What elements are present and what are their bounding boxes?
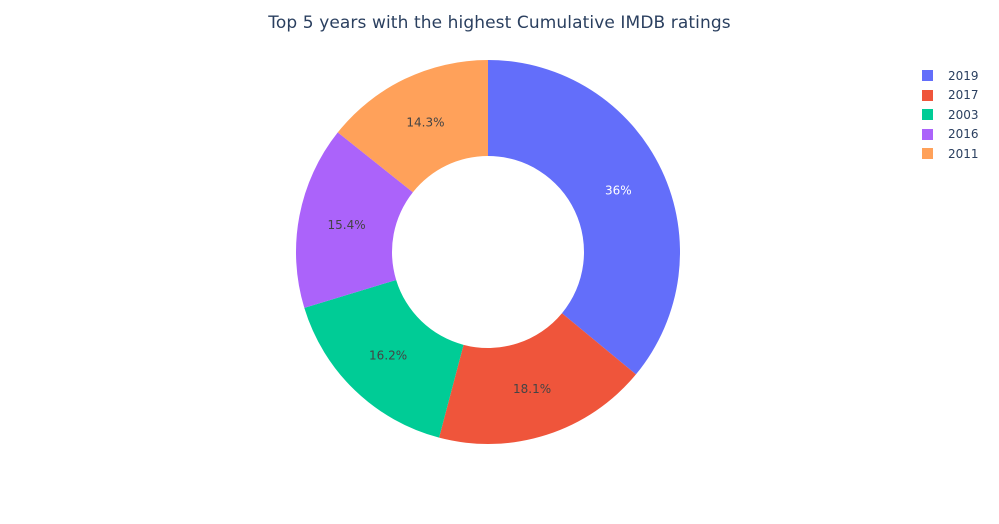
legend-item-2019[interactable]: 2019 — [922, 66, 979, 86]
legend-label: 2016 — [948, 127, 979, 142]
slice-label-2003: 16.2% — [369, 349, 407, 363]
legend-swatch — [922, 109, 933, 121]
slice-label-2019: 36% — [605, 184, 632, 198]
legend-item-2017[interactable]: 2017 — [922, 86, 979, 106]
legend-item-2011[interactable]: 2011 — [922, 144, 979, 164]
legend-label: 2011 — [948, 146, 979, 161]
slice-2017[interactable] — [439, 313, 636, 444]
slice-2019[interactable] — [488, 60, 680, 375]
legend-swatch — [922, 89, 933, 101]
legend-label: 2017 — [948, 88, 979, 103]
legend-swatch — [922, 128, 933, 140]
legend-swatch — [922, 148, 933, 160]
legend-item-2003[interactable]: 2003 — [922, 105, 979, 125]
legend: 2019 2017 2003 2016 2011 — [922, 66, 979, 164]
slice-label-2016: 15.4% — [327, 218, 365, 232]
donut-slice-labels: 36% 18.1% 16.2% 15.4% 14.3% — [327, 115, 631, 396]
legend-label: 2003 — [948, 107, 979, 122]
legend-swatch — [922, 70, 933, 82]
slice-2016[interactable] — [295, 132, 413, 308]
donut-slices — [295, 60, 680, 444]
legend-label: 2019 — [948, 68, 979, 83]
slice-2003[interactable] — [304, 279, 464, 438]
legend-item-2016[interactable]: 2016 — [922, 125, 979, 145]
slice-label-2017: 18.1% — [513, 382, 551, 396]
slice-label-2011: 14.3% — [406, 115, 444, 129]
chart-title: Top 5 years with the highest Cumulative … — [268, 13, 731, 33]
slice-2011[interactable] — [337, 60, 488, 193]
